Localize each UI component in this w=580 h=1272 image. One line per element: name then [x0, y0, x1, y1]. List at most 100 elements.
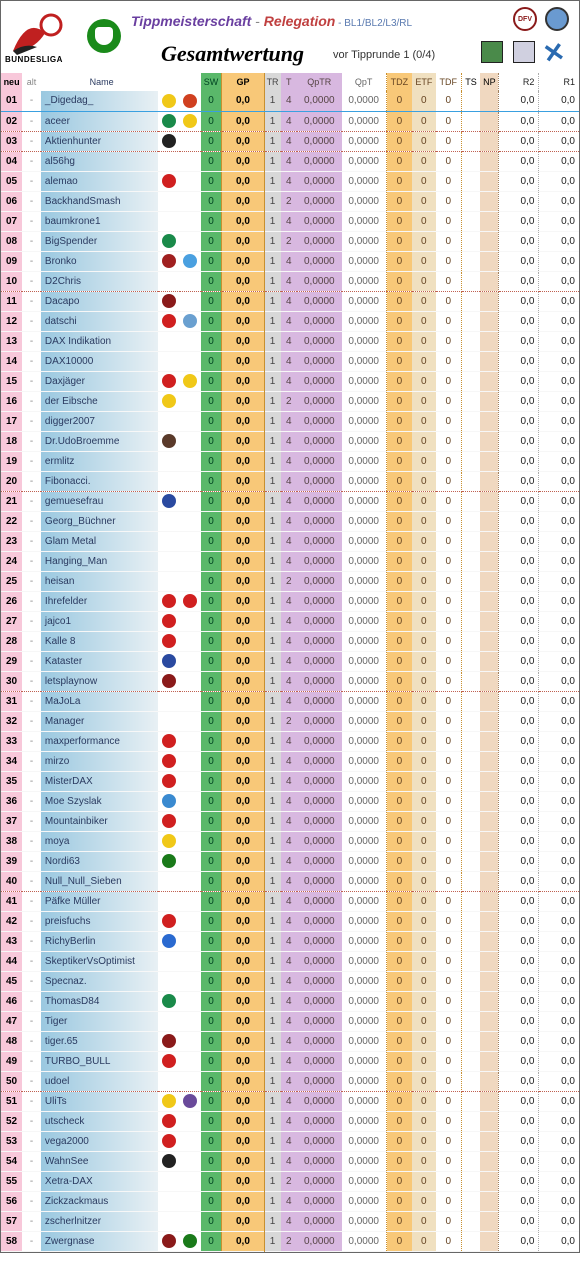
cell-t: 4	[281, 111, 297, 131]
table-row: 56-Zickzackmaus00,0140,00000,00000000,00…	[1, 1191, 579, 1211]
cell-np	[480, 231, 499, 251]
cell-club1	[158, 311, 179, 331]
cell-alt: -	[22, 431, 41, 451]
cell-t: 4	[281, 131, 297, 151]
cell-etf: 0	[412, 471, 435, 491]
cell-sw: 0	[201, 711, 222, 731]
cell-t: 4	[281, 1071, 297, 1091]
cell-club2	[180, 991, 201, 1011]
cell-neu: 06	[1, 191, 22, 211]
cell-club1	[158, 891, 179, 911]
cell-np	[480, 251, 499, 271]
table-row: 30-letsplaynow00,0140,00000,00000000,00,…	[1, 671, 579, 691]
cell-tdf: 0	[436, 131, 462, 151]
cell-club2	[180, 671, 201, 691]
cell-alt: -	[22, 351, 41, 371]
cell-np	[480, 991, 499, 1011]
cell-name: Hanging_Man	[41, 551, 158, 571]
cell-neu: 42	[1, 911, 22, 931]
cell-neu: 55	[1, 1171, 22, 1191]
cell-club2	[180, 731, 201, 751]
cell-tdz: 0	[386, 731, 412, 751]
cell-gp: 0,0	[222, 351, 264, 371]
cell-sw: 0	[201, 371, 222, 391]
cell-tr: 1	[264, 331, 280, 351]
title-line: Tippmeisterschaft - Relegation - BL1/BL2…	[131, 13, 412, 29]
cell-ts	[461, 331, 480, 351]
cell-tdz: 0	[386, 1051, 412, 1071]
cell-qptr: 0,0000	[297, 871, 342, 891]
cell-r2: 0,0	[499, 911, 539, 931]
cell-ts	[461, 411, 480, 431]
cell-alt: -	[22, 151, 41, 171]
cell-ts	[461, 511, 480, 531]
cell-sw: 0	[201, 531, 222, 551]
club-icon	[162, 794, 176, 808]
cell-alt: -	[22, 451, 41, 471]
cell-etf: 0	[412, 391, 435, 411]
cell-qpt: 0,0000	[342, 1011, 387, 1031]
cell-neu: 22	[1, 511, 22, 531]
cell-sw: 0	[201, 231, 222, 251]
cell-np	[480, 811, 499, 831]
cell-tdz: 0	[386, 1231, 412, 1251]
cell-r2: 0,0	[499, 851, 539, 871]
cell-neu: 57	[1, 1211, 22, 1231]
cell-club1	[158, 251, 179, 271]
cell-gp: 0,0	[222, 771, 264, 791]
cell-tr: 1	[264, 1011, 280, 1031]
cell-t: 4	[281, 691, 297, 711]
cell-qpt: 0,0000	[342, 891, 387, 911]
cell-gp: 0,0	[222, 491, 264, 511]
cell-name: al56hg	[41, 151, 158, 171]
cell-club2	[180, 951, 201, 971]
cell-club1	[158, 551, 179, 571]
cell-np	[480, 631, 499, 651]
cell-alt: -	[22, 671, 41, 691]
cell-sw: 0	[201, 1091, 222, 1111]
cell-tr: 1	[264, 1091, 280, 1111]
club-icon	[183, 254, 197, 268]
cell-tdz: 0	[386, 851, 412, 871]
cell-neu: 05	[1, 171, 22, 191]
club-icon	[162, 234, 176, 248]
cell-tdz: 0	[386, 1211, 412, 1231]
cell-alt: -	[22, 511, 41, 531]
cell-r1: 0,0	[539, 751, 579, 771]
main-title: Gesamtwertung	[161, 41, 304, 67]
cell-qpt: 0,0000	[342, 1091, 387, 1111]
cell-name: heisan	[41, 571, 158, 591]
cell-r1: 0,0	[539, 1231, 579, 1251]
cell-tdf: 0	[436, 1111, 462, 1131]
table-row: 14-DAX1000000,0140,00000,00000000,00,0	[1, 351, 579, 371]
cell-name: der Eibsche	[41, 391, 158, 411]
cell-ts	[461, 1171, 480, 1191]
cell-qpt: 0,0000	[342, 731, 387, 751]
cell-gp: 0,0	[222, 311, 264, 331]
cell-alt: -	[22, 251, 41, 271]
cell-sw: 0	[201, 671, 222, 691]
cell-t: 4	[281, 931, 297, 951]
cell-alt: -	[22, 711, 41, 731]
cell-r1: 0,0	[539, 691, 579, 711]
cell-qpt: 0,0000	[342, 511, 387, 531]
table-row: 21-gemuesefrau00,0140,00000,00000000,00,…	[1, 491, 579, 511]
cell-etf: 0	[412, 611, 435, 631]
cell-tdz: 0	[386, 391, 412, 411]
cell-tr: 1	[264, 511, 280, 531]
col-r1: R1	[539, 73, 579, 91]
cell-etf: 0	[412, 1091, 435, 1111]
cell-etf: 0	[412, 551, 435, 571]
cell-name: letsplaynow	[41, 671, 158, 691]
cell-t: 4	[281, 971, 297, 991]
cell-qpt: 0,0000	[342, 831, 387, 851]
cell-etf: 0	[412, 271, 435, 291]
cell-tdf: 0	[436, 731, 462, 751]
cell-np	[480, 571, 499, 591]
cell-club2	[180, 1191, 201, 1211]
cell-club1	[158, 971, 179, 991]
cell-tdf: 0	[436, 91, 462, 111]
cell-r1: 0,0	[539, 991, 579, 1011]
cell-name: tiger.65	[41, 1031, 158, 1051]
cell-club1	[158, 1131, 179, 1151]
